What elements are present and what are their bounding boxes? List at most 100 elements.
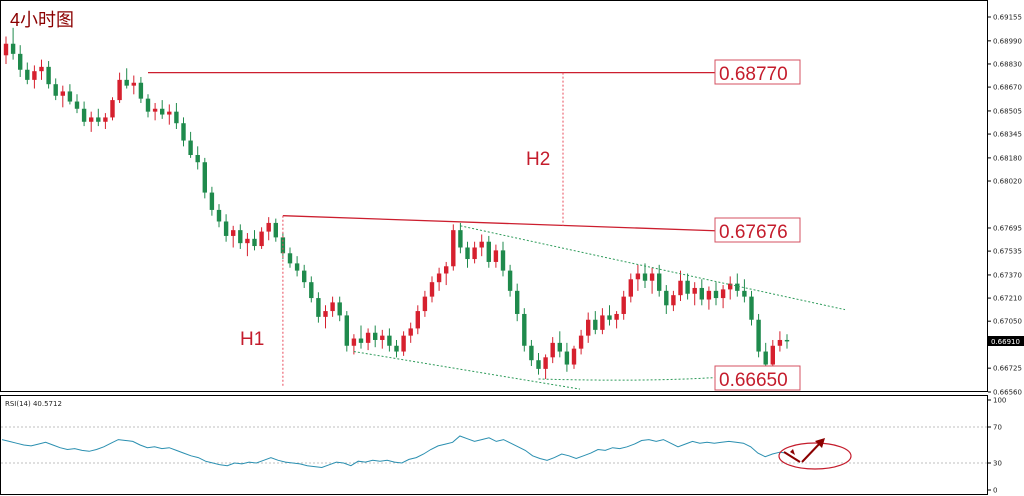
candle-body: [358, 338, 364, 343]
candle-body: [777, 339, 783, 346]
chart-annotations: [148, 71, 846, 390]
candle-body: [571, 348, 577, 365]
candle-body: [67, 91, 73, 102]
candle-body: [351, 338, 357, 346]
candle-body: [380, 335, 385, 340]
candlestick-series: [3, 27, 790, 379]
candle-body: [117, 79, 122, 101]
candle-body: [770, 345, 775, 365]
candle-body: [621, 296, 626, 314]
candle-body: [124, 79, 129, 86]
rsi-tick-label: 70: [993, 424, 1002, 432]
candle-body: [245, 238, 250, 244]
candle-body: [578, 335, 584, 349]
level-mid-label: 0.67676: [719, 222, 788, 243]
price-tick-label: 0.69155: [993, 14, 1022, 22]
candle-body: [493, 250, 499, 262]
candle-body: [231, 230, 236, 236]
candle-body: [365, 332, 371, 343]
candle-body: [543, 357, 548, 369]
candle-body: [749, 296, 754, 320]
candle-body: [742, 290, 747, 297]
rsi-arrow-down-shaft: [783, 451, 801, 463]
candle-body: [451, 230, 456, 267]
price-tick-label: 0.67370: [993, 271, 1022, 279]
chart-title: 4小时图: [10, 10, 74, 30]
candle-body: [160, 108, 165, 115]
resistance-line: [282, 215, 716, 232]
h2-label: H2: [526, 149, 550, 170]
candle-body: [522, 313, 527, 346]
candle-body: [500, 250, 506, 271]
rsi-title: RSI(14) 40.5712: [5, 400, 62, 408]
candle-body: [444, 266, 449, 274]
candle-body: [25, 69, 30, 80]
level-bottom-box: [714, 365, 801, 391]
candle-body: [635, 273, 641, 280]
rsi-panel-frame: [0, 395, 988, 495]
rsi-highlight-ellipse: [778, 442, 852, 470]
candle-body: [174, 111, 179, 124]
bottom-curve-line: [538, 377, 716, 381]
candle-body: [756, 319, 761, 352]
candle-body: [216, 209, 222, 222]
candle-body: [3, 43, 9, 56]
candle-body: [96, 117, 101, 122]
candle-body: [294, 263, 300, 271]
candle-body: [287, 253, 293, 264]
price-tick-label: 0.68020: [993, 178, 1022, 186]
candle-body: [649, 273, 655, 281]
candle-body: [664, 290, 669, 306]
candle-body: [728, 283, 733, 290]
price-tick-label: 0.68670: [993, 84, 1022, 92]
current-price-text: 0.66910: [991, 338, 1020, 346]
price-tick-label: 0.66560: [993, 389, 1022, 397]
candle-body: [586, 319, 591, 336]
candle-body: [81, 108, 87, 122]
price-tick-label: 0.68180: [993, 154, 1022, 162]
level-bottom-label: 0.66650: [719, 370, 788, 391]
level-top-label: 0.68770: [719, 64, 788, 85]
candle-body: [479, 241, 484, 248]
rsi-series: [1, 435, 852, 470]
price-tick-label: 0.67050: [993, 318, 1022, 326]
candle-body: [145, 98, 151, 112]
candle-body: [720, 289, 726, 299]
candle-body: [678, 280, 683, 296]
candle-body: [323, 311, 328, 317]
candle-body: [181, 123, 186, 141]
candle-body: [302, 270, 307, 283]
candle-body: [394, 345, 399, 352]
candle-body: [422, 296, 428, 312]
candle-body: [593, 319, 598, 330]
candle-body: [713, 290, 719, 299]
price-axis: 0.69155 0.68990 0.68830 0.68670 0.68505 0.683…: [988, 14, 1022, 397]
candle-body: [735, 283, 740, 291]
candle-body: [699, 287, 704, 300]
candle-body: [337, 302, 342, 316]
candle-body: [46, 66, 51, 85]
candle-body: [415, 311, 420, 329]
current-price-tag: [988, 336, 1024, 346]
price-tick-label: 0.67210: [993, 295, 1022, 303]
candle-body: [273, 222, 278, 238]
candle-body: [238, 230, 243, 244]
candle-body: [429, 282, 435, 297]
candle-body: [10, 43, 16, 54]
candle-body: [607, 315, 612, 320]
candle-body: [167, 111, 172, 115]
candle-body: [252, 238, 257, 247]
candle-body: [223, 221, 229, 236]
price-tick-label: 0.68345: [993, 131, 1022, 139]
candle-body: [103, 117, 108, 122]
candle-body: [131, 82, 136, 86]
rsi-line: [1, 435, 788, 469]
candle-body: [642, 273, 648, 281]
price-tick-label: 0.66725: [993, 365, 1022, 373]
candle-body: [685, 280, 690, 294]
candle-body: [60, 91, 65, 96]
candle-body: [89, 117, 94, 122]
candle-body: [465, 247, 470, 260]
candle-body: [138, 82, 144, 99]
candle-body: [259, 231, 264, 247]
